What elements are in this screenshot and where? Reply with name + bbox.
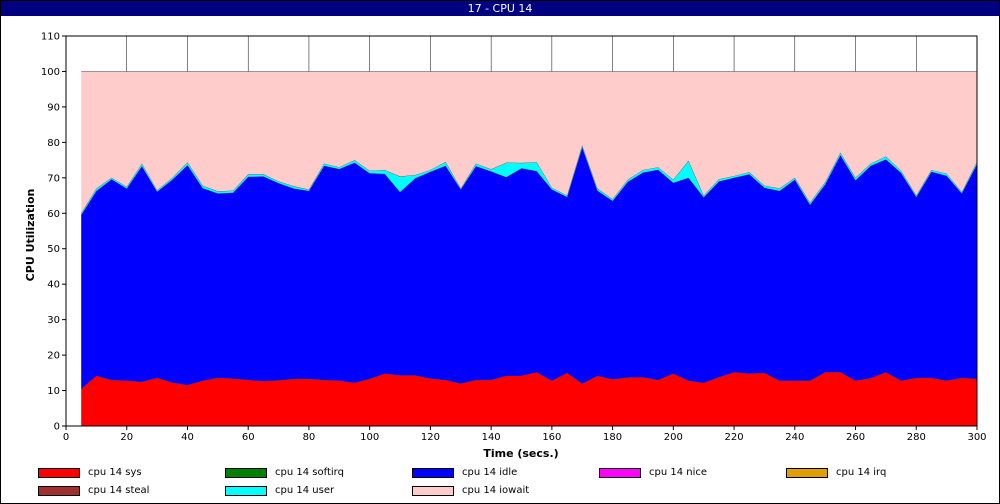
legend-swatch-1 <box>225 468 267 478</box>
window-title: 17 - CPU 14 <box>1 1 999 16</box>
x-tick-label-15: 300 <box>967 432 986 443</box>
area-series-2 <box>81 147 977 389</box>
y-tick-label-10: 100 <box>41 67 60 78</box>
x-tick-label-6: 120 <box>421 432 440 443</box>
legend-swatch-4 <box>786 468 828 478</box>
x-tick-label-9: 180 <box>603 432 622 443</box>
y-tick-label-7: 70 <box>47 173 60 184</box>
y-tick-label-5: 50 <box>47 244 60 255</box>
legend-label-1: cpu 14 softirq <box>275 467 344 478</box>
y-tick-label-4: 40 <box>47 280 60 291</box>
legend-label-4: cpu 14 irq <box>836 467 887 478</box>
x-tick-label-14: 280 <box>907 432 926 443</box>
y-tick-label-0: 0 <box>54 422 60 433</box>
x-tick-label-10: 200 <box>664 432 683 443</box>
x-tick-label-12: 240 <box>785 432 804 443</box>
chart-legend: cpu 14 sys cpu 14 softirq cpu 14 idle cpu 1… <box>1 463 999 503</box>
y-tick-label-6: 60 <box>47 209 60 220</box>
x-axis-label: Time (secs.) <box>483 447 558 460</box>
legend-label-2: cpu 14 idle <box>462 467 518 478</box>
y-tick-label-1: 10 <box>47 386 60 397</box>
legend-label-7: cpu 14 iowait <box>462 485 530 496</box>
area-series-0 <box>81 372 977 426</box>
y-tick-label-11: 110 <box>41 32 60 43</box>
legend-label-0: cpu 14 sys <box>88 467 142 478</box>
x-tick-label-8: 160 <box>542 432 561 443</box>
legend-label-3: cpu 14 nice <box>649 467 708 478</box>
legend-swatch-3 <box>599 468 641 478</box>
cpu-utilization-chart: 0 10 20 30 40 50 60 70 80 90 100 110 0 20 40 60 80 100 120… <box>24 32 987 461</box>
y-tick-label-2: 20 <box>47 351 60 362</box>
legend-swatch-0 <box>38 468 80 478</box>
legend-swatch-2 <box>412 468 454 478</box>
y-tick-label-9: 90 <box>47 102 60 113</box>
x-tick-label-2: 40 <box>181 432 194 443</box>
legend-label-6: cpu 14 user <box>275 485 335 496</box>
area-series-7 <box>81 71 977 214</box>
legend-swatch-5 <box>38 486 80 496</box>
legend-swatch-7 <box>412 486 454 496</box>
y-tick-label-8: 80 <box>47 138 60 149</box>
x-tick-label-11: 220 <box>725 432 744 443</box>
x-tick-label-3: 60 <box>242 432 255 443</box>
y-tick-label-3: 30 <box>47 315 60 326</box>
plot-frame <box>65 35 978 427</box>
x-tick-label-7: 140 <box>482 432 501 443</box>
x-tick-label-13: 260 <box>846 432 865 443</box>
legend-label-5: cpu 14 steal <box>88 485 150 496</box>
y-axis-label: CPU Utilization <box>24 189 37 282</box>
x-tick-label-5: 100 <box>360 432 379 443</box>
x-tick-label-0: 0 <box>63 432 69 443</box>
legend-swatch-6 <box>225 486 267 496</box>
x-tick-label-4: 80 <box>303 432 316 443</box>
x-tick-label-1: 20 <box>120 432 133 443</box>
